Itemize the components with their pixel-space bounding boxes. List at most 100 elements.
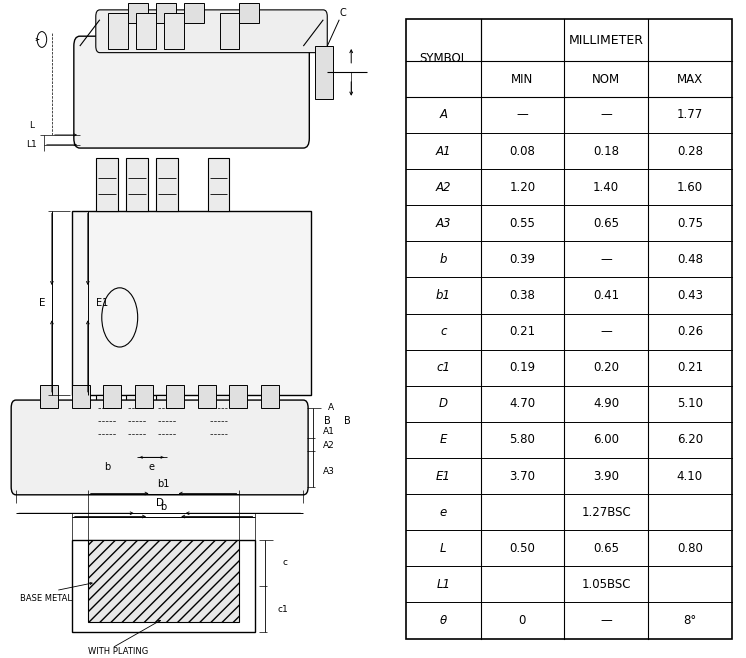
Text: 0.65: 0.65 [593,542,619,555]
Text: 0.21: 0.21 [510,325,536,338]
Bar [40,385,58,408]
Bar [163,13,184,49]
Text: 4.70: 4.70 [510,397,536,411]
Bar [107,13,128,49]
Text: 0.18: 0.18 [593,145,619,157]
Text: b: b [104,462,110,472]
Text: B: B [324,416,330,426]
Text: —: — [601,253,612,266]
Bar [135,385,153,408]
Bar [198,385,216,408]
Text: 1.05BSC: 1.05BSC [581,578,631,591]
Bar [95,158,118,211]
Text: 5.10: 5.10 [677,397,703,411]
Text: e: e [439,505,447,519]
Bar [95,395,118,447]
Bar [72,540,255,632]
FancyBboxPatch shape [11,400,308,495]
Text: 0.80: 0.80 [677,542,703,555]
Text: 0.08: 0.08 [510,145,536,157]
Bar [72,385,90,408]
Text: —: — [601,614,612,627]
Text: MAX: MAX [677,72,703,86]
Text: 1.77: 1.77 [677,109,703,122]
Bar [219,13,239,49]
Text: MILLIMETER: MILLIMETER [568,34,644,47]
Text: 3.90: 3.90 [593,470,619,482]
Text: c: c [440,325,447,338]
Text: 5.80: 5.80 [510,434,536,446]
Bar [229,385,248,408]
Text: 0.50: 0.50 [510,542,536,555]
Text: b: b [160,501,167,512]
Bar [156,158,178,211]
Bar [104,385,122,408]
Text: b1: b1 [157,478,170,489]
Text: E1: E1 [95,297,108,308]
Bar [207,158,230,211]
Text: 0.75: 0.75 [677,216,703,230]
Bar [88,540,239,622]
Text: D: D [156,498,163,509]
Text: 0.55: 0.55 [510,216,536,230]
Text: 1.27BSC: 1.27BSC [581,505,631,519]
Text: e: e [148,462,154,472]
Text: 3.70: 3.70 [510,470,536,482]
Text: WITH PLATING: WITH PLATING [88,647,148,656]
Text: 0.21: 0.21 [677,361,703,374]
Text: E: E [439,434,447,446]
Text: A1: A1 [323,427,335,436]
Text: 4.10: 4.10 [677,470,703,482]
Bar [156,3,175,23]
Text: 0.20: 0.20 [593,361,619,374]
Text: A2: A2 [436,181,451,193]
FancyBboxPatch shape [95,10,327,53]
Text: A3: A3 [436,216,451,230]
Text: 0.43: 0.43 [677,289,703,302]
Text: b: b [439,253,447,266]
Text: 6.00: 6.00 [593,434,619,446]
Text: SYMBOL: SYMBOL [419,52,467,64]
Text: D: D [439,397,448,411]
Text: 0.28: 0.28 [677,145,703,157]
Text: b1: b1 [436,289,451,302]
Text: E: E [39,297,46,308]
Text: A: A [439,109,448,122]
Text: 8°: 8° [683,614,697,627]
Text: E1: E1 [436,470,451,482]
Text: 0.48: 0.48 [677,253,703,266]
Text: L1: L1 [27,140,37,149]
Text: 0.26: 0.26 [677,325,703,338]
Text: A3: A3 [323,467,335,476]
Text: BASE METAL: BASE METAL [20,594,72,603]
Text: MIN: MIN [511,72,533,86]
Text: 1.20: 1.20 [510,181,536,193]
Text: 0.39: 0.39 [510,253,536,266]
Text: 4.90: 4.90 [593,397,619,411]
Text: 0.41: 0.41 [593,289,619,302]
Text: c1: c1 [436,361,451,374]
Bar [166,385,184,408]
Bar [156,395,178,447]
Bar [316,46,333,99]
Bar [136,13,156,49]
Text: c: c [283,558,288,567]
Text: —: — [516,109,528,122]
Text: —: — [601,109,612,122]
Bar [126,158,148,211]
Text: L: L [440,542,447,555]
Text: c1: c1 [278,605,289,614]
Text: —: — [601,325,612,338]
Text: θ: θ [439,614,447,627]
Text: 1.40: 1.40 [593,181,619,193]
Text: A2: A2 [323,442,335,450]
Text: A: A [328,403,334,413]
FancyBboxPatch shape [74,36,310,148]
Text: L1: L1 [436,578,451,591]
Text: 1.60: 1.60 [677,181,703,193]
Text: 0: 0 [518,614,526,627]
Bar [184,3,204,23]
Bar [207,395,230,447]
Text: L: L [29,120,34,130]
Bar [261,385,279,408]
